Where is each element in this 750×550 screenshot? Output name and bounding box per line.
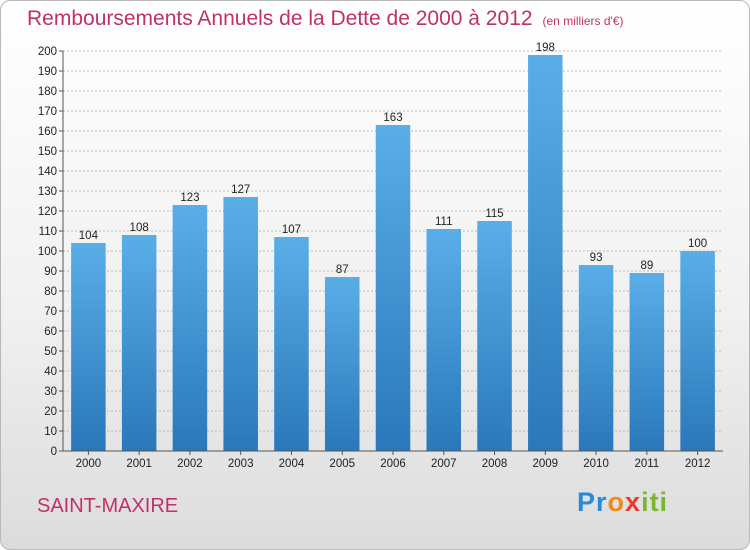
bar bbox=[426, 229, 462, 451]
data-label: 108 bbox=[130, 222, 149, 234]
place-name: SAINT-MAXIRE bbox=[37, 495, 179, 517]
y-tick-label: 60 bbox=[44, 326, 57, 338]
bar bbox=[680, 251, 715, 451]
y-tick-label: 190 bbox=[38, 66, 57, 78]
x-tick-label: 2005 bbox=[329, 458, 355, 470]
data-label: 111 bbox=[435, 216, 452, 228]
bar bbox=[223, 197, 258, 451]
x-tick-label: 2004 bbox=[279, 458, 305, 470]
chart-subtitle: (en milliers d'€) bbox=[542, 14, 624, 28]
y-tick-label: 110 bbox=[39, 226, 57, 238]
data-label: 123 bbox=[180, 192, 199, 204]
x-tick-label: 2011 bbox=[634, 458, 659, 470]
y-tick-label: 40 bbox=[44, 366, 57, 378]
y-tick-label: 50 bbox=[44, 346, 57, 358]
bar bbox=[71, 243, 106, 451]
x-tick-label: 2002 bbox=[177, 458, 203, 470]
y-tick-label: 120 bbox=[38, 206, 57, 218]
y-tick-label: 180 bbox=[38, 86, 57, 98]
y-tick-label: 150 bbox=[38, 146, 57, 158]
bar bbox=[528, 55, 563, 451]
bar bbox=[578, 265, 614, 451]
data-label: 107 bbox=[282, 224, 301, 236]
y-tick-label: 10 bbox=[44, 426, 57, 438]
y-tick-label: 0 bbox=[51, 446, 57, 458]
x-tick-label: 2001 bbox=[126, 458, 152, 470]
y-tick-label: 80 bbox=[44, 286, 57, 298]
bar bbox=[324, 277, 360, 451]
x-tick-label: 2012 bbox=[685, 458, 711, 470]
bars: 104 108 123 127 107 87 163 111 115 198 93 89 100 bbox=[71, 42, 715, 451]
bar bbox=[274, 237, 309, 451]
bar bbox=[121, 235, 157, 451]
data-label: 115 bbox=[485, 208, 503, 220]
y-tick-label: 90 bbox=[44, 266, 57, 278]
x-tick-label: 2000 bbox=[76, 458, 102, 470]
y-tick-label: 170 bbox=[38, 106, 57, 118]
data-label: 104 bbox=[79, 230, 99, 242]
bar bbox=[375, 125, 411, 451]
data-label: 198 bbox=[536, 42, 555, 54]
y-tick-label: 160 bbox=[38, 126, 57, 138]
y-tick-label: 20 bbox=[44, 406, 57, 418]
data-label: 93 bbox=[590, 252, 603, 264]
axes: 0 10 20 30 40 50 60 70 80 90 100 110 120 130 140 150 160… bbox=[38, 46, 723, 470]
data-label: 163 bbox=[383, 112, 402, 124]
y-tick-label: 70 bbox=[44, 306, 57, 318]
x-tick-label: 2010 bbox=[583, 458, 609, 470]
data-label: 127 bbox=[231, 184, 250, 196]
y-tick-label: 140 bbox=[38, 166, 57, 178]
y-tick-label: 200 bbox=[38, 46, 57, 58]
chart-title: Remboursements Annuels de la Dette de 20… bbox=[27, 7, 533, 30]
x-tick-label: 2007 bbox=[431, 458, 457, 470]
x-tick-label: 2006 bbox=[380, 458, 406, 470]
data-label: 89 bbox=[640, 260, 653, 272]
bar bbox=[477, 221, 512, 451]
y-tick-label: 100 bbox=[38, 246, 57, 258]
bar bbox=[172, 205, 208, 451]
x-tick-label: 2009 bbox=[533, 458, 559, 470]
y-tick-label: 130 bbox=[38, 186, 57, 198]
y-tick-label: 30 bbox=[44, 386, 57, 398]
proxiti-logo: Proxiti bbox=[577, 487, 669, 517]
data-label: 87 bbox=[336, 264, 349, 276]
x-tick-label: 2003 bbox=[228, 458, 254, 470]
x-tick-label: 2008 bbox=[482, 458, 508, 470]
chart-title-block: Remboursements Annuels de la Dette de 20… bbox=[27, 7, 624, 31]
bar bbox=[629, 273, 665, 451]
data-label: 100 bbox=[688, 238, 707, 250]
